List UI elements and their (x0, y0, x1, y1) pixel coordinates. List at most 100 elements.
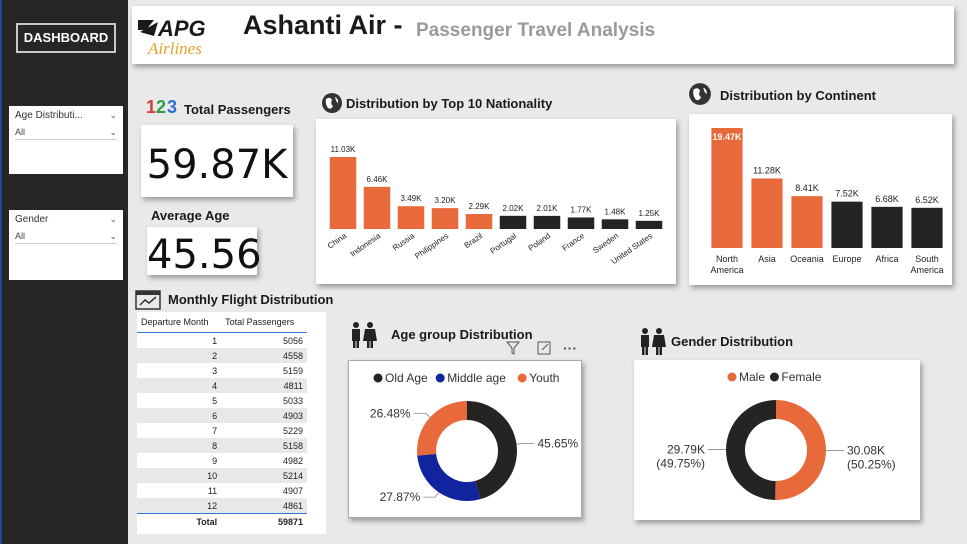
passengers-cell: 4558 (221, 348, 307, 363)
slice-youth[interactable] (417, 401, 467, 456)
svg-text:1: 1 (146, 97, 156, 116)
tick-label: America (710, 265, 743, 275)
tick-label: France (561, 231, 587, 253)
gender-slicer-label: Gender (15, 214, 49, 225)
age-group-chart-title: Age group Distribution (391, 327, 533, 342)
passengers-cell: 4861 (221, 498, 307, 514)
bar-asia[interactable] (751, 178, 783, 248)
dashboard-button[interactable]: DASHBOARD (16, 23, 116, 53)
slice-middle-age[interactable] (417, 453, 481, 501)
filter-icon[interactable] (505, 340, 521, 361)
month-cell: 9 (212, 455, 218, 466)
data-label: 2.02K (503, 204, 525, 213)
passengers-cell: 5229 (282, 425, 303, 436)
legend-label[interactable]: Middle age (447, 371, 506, 385)
tick-label: Portugal (489, 231, 519, 256)
chevron-down-icon[interactable]: ⌄ (109, 214, 117, 224)
column-header-month[interactable]: Departure Month (141, 317, 209, 327)
month-cell: 5 (212, 395, 218, 406)
slice-male[interactable] (775, 400, 826, 500)
chevron-down-icon[interactable]: ⌄ (109, 110, 117, 120)
gender-donut-chart: Male Female 30.08K(50.25%) 29.79K(49.75%) (656, 370, 896, 500)
legend-label[interactable]: Youth (529, 371, 559, 385)
month-cell: 11 (207, 485, 218, 496)
total-passengers-value: 59.87K (146, 142, 288, 188)
tick-label: Philippines (413, 231, 450, 261)
data-label: 3.20K (435, 196, 457, 205)
people-icon (349, 322, 379, 353)
month-cell: 4 (137, 378, 222, 393)
data-label: 8.41K (795, 183, 819, 193)
bar-poland[interactable] (533, 215, 561, 229)
age-distribution-slicer[interactable]: Age Distributi... ⌄ All ⌄ (9, 106, 123, 174)
monthly-table-title: Monthly Flight Distribution (168, 292, 334, 307)
month-cell: 12 (137, 498, 222, 514)
age-group-chart-card[interactable]: Old Age Middle age Youth 45.65% 27.87% 26.48% (348, 360, 582, 518)
gender-chart-card[interactable]: Male Female 30.08K (50.25%) 29.79K (49.75%) (634, 360, 920, 520)
age-slicer-value: All (15, 127, 26, 137)
globe-icon (321, 92, 343, 119)
data-label: 6.46K (367, 175, 389, 184)
gender-slicer[interactable]: Gender ⌄ All ⌄ (9, 210, 123, 280)
bar-europe[interactable] (831, 201, 863, 248)
bar-united-states[interactable] (635, 220, 663, 229)
average-age-card: 45.56 (147, 227, 262, 278)
continent-chart-card[interactable]: 19.47K North America 11.28K Asia 8.41K Oceania… (689, 114, 952, 285)
chevron-down-icon: ⌄ (109, 127, 117, 137)
passengers-cell: 4811 (221, 378, 307, 393)
table-row: 4 4811 (137, 378, 307, 393)
bar-south-america[interactable] (911, 207, 943, 248)
data-label: 19.47K (712, 132, 742, 142)
svg-text:Airlines: Airlines (147, 39, 202, 58)
plane-logo-icon: APG Airlines (138, 16, 206, 58)
gender-slicer-value: All (15, 231, 26, 241)
legend-marker (373, 373, 383, 383)
legend-marker (727, 372, 737, 382)
data-sublabel: (50.25%) (847, 457, 896, 471)
gender-slicer-dropdown[interactable]: All ⌄ (15, 231, 117, 244)
passengers-cell: 4982 (282, 455, 303, 466)
globe-icon (688, 82, 712, 111)
bar-france[interactable] (567, 217, 595, 229)
focus-mode-icon[interactable] (536, 340, 552, 361)
table-row: 12 4861 (137, 498, 307, 514)
data-label: 26.48% (370, 406, 411, 420)
bar-indonesia[interactable] (363, 186, 391, 229)
more-options-icon[interactable]: ··· (563, 340, 577, 356)
calendar-chart-icon (135, 288, 163, 315)
slice-old-age[interactable] (467, 401, 517, 500)
age-slicer-dropdown[interactable]: All ⌄ (15, 127, 117, 140)
bar-philippines[interactable] (431, 208, 459, 229)
leader-line (516, 442, 535, 445)
legend-marker (769, 372, 779, 382)
data-label: 2.29K (469, 202, 491, 211)
bar-brazil[interactable] (465, 214, 493, 229)
age-slicer-header: Age Distributi... ⌄ (15, 110, 117, 121)
month-cell: 1 (212, 335, 218, 346)
bar-africa[interactable] (871, 206, 903, 248)
bar-sweden[interactable] (601, 219, 629, 229)
chevron-down-icon: ⌄ (109, 231, 117, 241)
month-cell: 10 (137, 468, 222, 483)
bar-oceania[interactable] (791, 196, 823, 248)
column-header-total[interactable]: Total Passengers (225, 317, 295, 327)
bar-north-america[interactable] (711, 128, 743, 248)
legend-label[interactable]: Female (781, 370, 821, 384)
numbers-icon: 1 2 3 (146, 96, 178, 121)
page-subtitle: Passenger Travel Analysis (416, 20, 656, 41)
legend-label[interactable]: Old Age (385, 371, 428, 385)
tick-label: North (716, 254, 738, 264)
legend-label[interactable]: Male (739, 370, 765, 384)
passengers-cell: 5033 (282, 395, 303, 406)
slice-female[interactable] (725, 400, 776, 500)
month-cell: 6 (137, 408, 222, 423)
data-label: 27.87% (380, 490, 421, 504)
tick-label: South (915, 254, 939, 264)
bar-china[interactable] (329, 157, 357, 229)
nationality-chart-card[interactable]: 11.03K China 6.46K Indonesia 3.49K Russia 3.20… (316, 119, 676, 284)
total-label: Total (196, 516, 218, 527)
apg-airlines-logo: APG Airlines (136, 14, 236, 58)
average-age-value: 45.56 (147, 232, 262, 278)
bar-russia[interactable] (397, 206, 425, 229)
bar-portugal[interactable] (499, 215, 527, 229)
